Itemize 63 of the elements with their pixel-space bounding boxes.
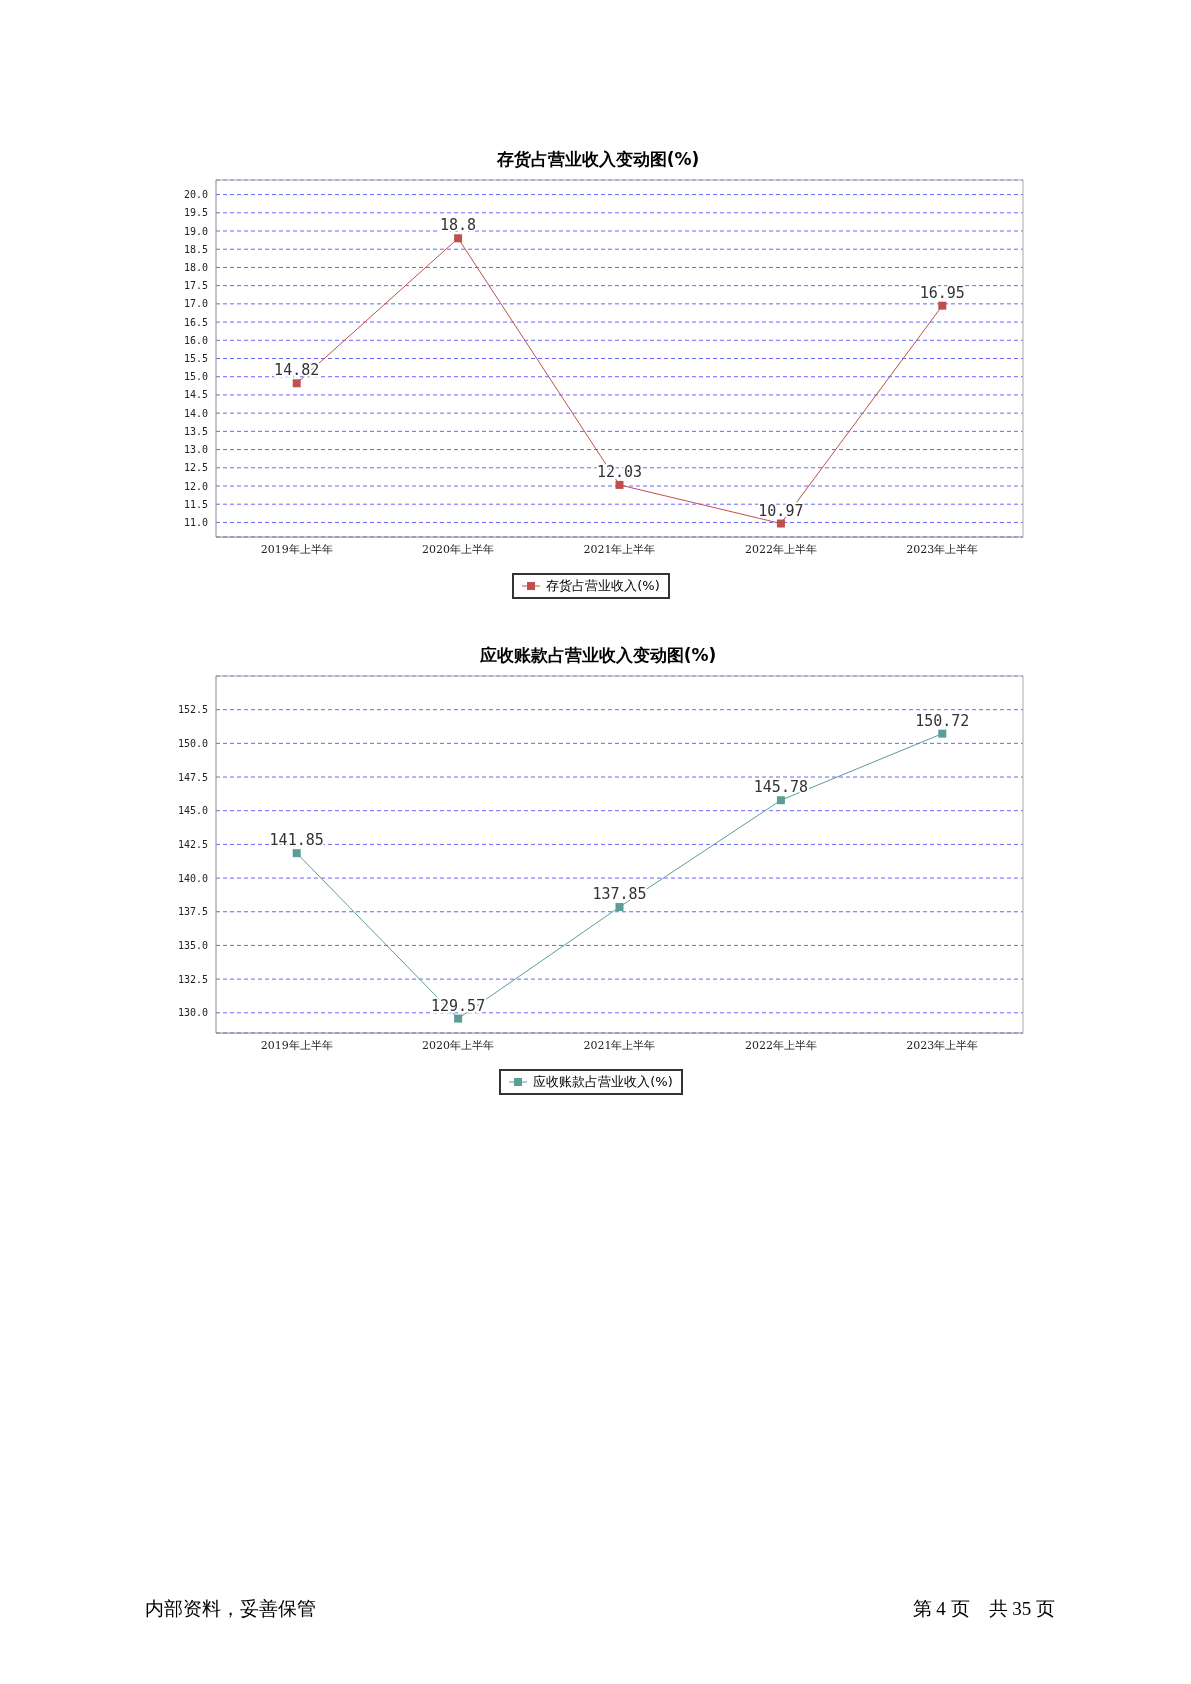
y-tick-label: 15.5 xyxy=(183,353,208,365)
y-tick-label: 11.5 xyxy=(183,498,208,510)
y-tick-label: 16.5 xyxy=(183,316,208,328)
y-tick-label: 140.0 xyxy=(177,872,208,884)
data-label: 18.8 xyxy=(440,216,477,235)
point xyxy=(292,379,301,388)
data-label: 10.97 xyxy=(758,501,804,520)
legend-label: 存货占营业收入(%) xyxy=(546,577,660,595)
y-tick-label: 20.0 xyxy=(183,189,208,201)
y-tick-label: 135.0 xyxy=(177,939,208,951)
x-tick-label: 2020年上半年 xyxy=(422,1038,495,1052)
y-tick-label: 130.0 xyxy=(177,1007,208,1019)
y-tick-label: 11.0 xyxy=(183,516,208,528)
y-tick-label: 14.0 xyxy=(183,407,208,419)
point xyxy=(454,1014,463,1023)
y-tick-label: 17.5 xyxy=(183,280,208,292)
y-tick-label: 19.0 xyxy=(183,225,208,237)
x-tick-label: 2022年上半年 xyxy=(744,1038,817,1052)
point xyxy=(454,234,463,243)
y-tick-label: 137.5 xyxy=(177,906,208,918)
x-tick-label: 2021年上半年 xyxy=(583,542,656,556)
point xyxy=(776,796,785,805)
y-tick-label: 16.0 xyxy=(183,334,208,346)
text: 第 4 页 共 35 页 xyxy=(912,1597,1055,1621)
x-tick-label: 2021年上半年 xyxy=(583,1038,656,1052)
x-tick-label: 2019年上半年 xyxy=(260,542,333,556)
y-tick-label: 132.5 xyxy=(177,973,208,985)
point xyxy=(938,729,947,738)
y-tick-label: 19.5 xyxy=(183,207,208,219)
y-tick-label: 147.5 xyxy=(177,771,208,783)
x-tick-label: 2023年上半年 xyxy=(906,542,979,556)
y-tick-label: 18.0 xyxy=(183,261,208,273)
point xyxy=(292,849,301,858)
y-tick-label: 17.0 xyxy=(183,298,208,310)
y-tick-label: 13.0 xyxy=(183,444,208,456)
chart-title: 应收账款占营业收入变动图(%) xyxy=(478,644,718,667)
data-label: 141.85 xyxy=(269,831,324,850)
y-tick-label: 14.5 xyxy=(183,389,208,401)
x-tick-label: 2019年上半年 xyxy=(260,1038,333,1052)
y-tick-label: 12.5 xyxy=(183,462,208,474)
y-tick-label: 152.5 xyxy=(177,704,208,716)
x-tick-label: 2020年上半年 xyxy=(422,542,495,556)
y-tick-label: 13.5 xyxy=(183,425,208,437)
y-tick-label: 18.5 xyxy=(183,243,208,255)
data-label: 12.03 xyxy=(596,462,643,481)
x-tick-label: 2023年上半年 xyxy=(906,1038,979,1052)
point xyxy=(615,903,624,912)
data-label: 16.95 xyxy=(919,283,965,302)
chart-title: 存货占营业收入变动图(%) xyxy=(495,148,701,171)
point xyxy=(615,480,624,489)
point xyxy=(938,301,947,310)
x-tick-label: 2022年上半年 xyxy=(744,542,817,556)
data-label: 145.78 xyxy=(753,778,808,797)
y-tick-label: 12.0 xyxy=(183,480,208,492)
y-tick-label: 150.0 xyxy=(177,737,208,749)
data-label: 150.72 xyxy=(915,711,970,730)
y-tick-label: 145.0 xyxy=(177,805,208,817)
data-label: 14.82 xyxy=(274,361,320,380)
y-tick-label: 15.0 xyxy=(183,371,208,383)
text: 内部资料，妥善保管 xyxy=(145,1597,316,1621)
legend-label: 应收账款占营业收入(%) xyxy=(533,1073,673,1091)
point xyxy=(776,519,785,528)
y-tick-label: 142.5 xyxy=(177,838,208,850)
